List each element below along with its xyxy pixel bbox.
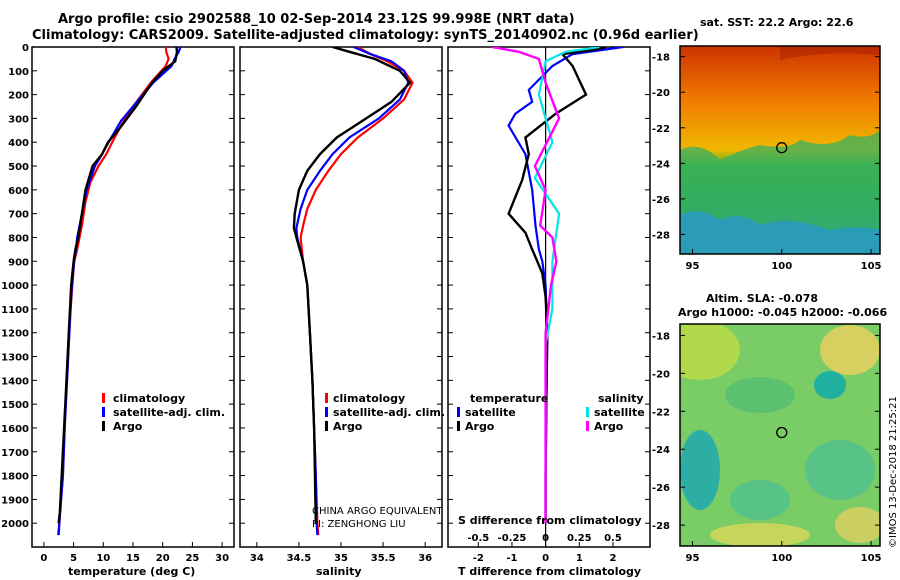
sla-xtick-label: 100: [771, 553, 792, 564]
temperature-panel: [31, 46, 235, 548]
sst-ytick-label: -22: [652, 124, 670, 135]
sla-xtick-label: 105: [861, 553, 882, 564]
diff-xtick-label: 2: [609, 553, 616, 564]
depth-tick-label: 800: [8, 233, 29, 244]
temp-xtick-label: 25: [185, 553, 199, 564]
sst-xtick-label: 95: [686, 261, 700, 272]
temp-xtick-label: 10: [96, 553, 110, 564]
sst-ytick-label: -20: [652, 88, 670, 99]
sst-argo-position-marker: [776, 142, 788, 154]
sst-xtick-label: 100: [771, 261, 792, 272]
sla-ytick-label: -20: [652, 369, 670, 380]
figure-title-line1: Argo profile: csio 2902588_10 02-Sep-201…: [58, 12, 575, 27]
depth-tick-label: 900: [8, 257, 29, 268]
sal-xtick-label: 35.5: [371, 553, 396, 564]
depth-tick-label: 1900: [1, 495, 29, 506]
sal-xtick-label: 34: [250, 553, 264, 564]
depth-tick-label: 1500: [1, 400, 29, 411]
sla-ytick-label: -18: [652, 331, 670, 342]
sst-xtick-label: 105: [861, 261, 882, 272]
diff-xtick-label: -2: [473, 553, 484, 564]
sla-ytick-label: -22: [652, 407, 670, 418]
sal-series-argo: [292, 47, 412, 524]
diff-series-t-argo: [507, 47, 607, 524]
sst-ytick-label: -28: [652, 230, 670, 241]
diff-top-xtick-label: 0: [542, 533, 549, 544]
depth-tick-label: 1300: [1, 353, 29, 364]
sla-ytick-label: -24: [652, 445, 670, 456]
diff-xtick-label: 1: [576, 553, 583, 564]
sal-xtick-label: 35: [334, 553, 348, 564]
diff-series-s-argo: [491, 47, 561, 524]
depth-tick-label: 700: [8, 210, 29, 221]
diff-top-xtick-label: 0.25: [567, 533, 592, 544]
temp-xtick-label: 5: [70, 553, 77, 564]
temp-xtick-label: 20: [156, 553, 170, 564]
sst-ytick-label: -24: [652, 159, 670, 170]
sla-ytick-label: -28: [652, 521, 670, 532]
diff-xtick-label: -1: [506, 553, 517, 564]
figure-title-line2: Climatology: CARS2009. Satellite-adjuste…: [32, 28, 699, 43]
depth-tick-label: 0: [22, 43, 29, 54]
sla-ytick-label: -26: [652, 483, 670, 494]
sal-xtick-label: 34.5: [287, 553, 312, 564]
diff-top-xtick-label: 0.5: [604, 533, 622, 544]
temp-xtick-label: 15: [126, 553, 140, 564]
sst-ytick-label: -26: [652, 195, 670, 206]
temp-xtick-label: 30: [215, 553, 229, 564]
sla-argo-position-marker: [776, 426, 788, 439]
sla-map: [680, 324, 880, 546]
depth-tick-label: 1800: [1, 472, 29, 483]
depth-tick-label: 500: [8, 162, 29, 173]
depth-tick-label: 100: [8, 67, 29, 78]
temp-series-argo: [57, 47, 179, 524]
depth-tick-label: 1700: [1, 448, 29, 459]
depth-tick-label: 1600: [1, 424, 29, 435]
salinity-panel: [239, 46, 443, 548]
diff-top-xtick-label: -0.25: [498, 533, 527, 544]
diff-top-xtick-label: -0.5: [467, 533, 489, 544]
depth-tick-label: 1100: [1, 305, 29, 316]
depth-tick-label: 400: [8, 138, 29, 149]
sst-ytick-label: -18: [652, 53, 670, 64]
diff-xtick-label: 0: [542, 553, 549, 564]
depth-tick-label: 600: [8, 186, 29, 197]
depth-tick-label: 1200: [1, 329, 29, 340]
sla-xtick-label: 95: [686, 553, 700, 564]
temp-xtick-label: 0: [40, 553, 47, 564]
sst-map: [680, 46, 880, 254]
depth-tick-label: 1000: [1, 281, 29, 292]
sal-xtick-label: 36: [418, 553, 432, 564]
depth-tick-label: 300: [8, 114, 29, 125]
depth-tick-label: 1400: [1, 376, 29, 387]
depth-tick-label: 2000: [1, 519, 29, 530]
depth-tick-label: 200: [8, 91, 29, 102]
